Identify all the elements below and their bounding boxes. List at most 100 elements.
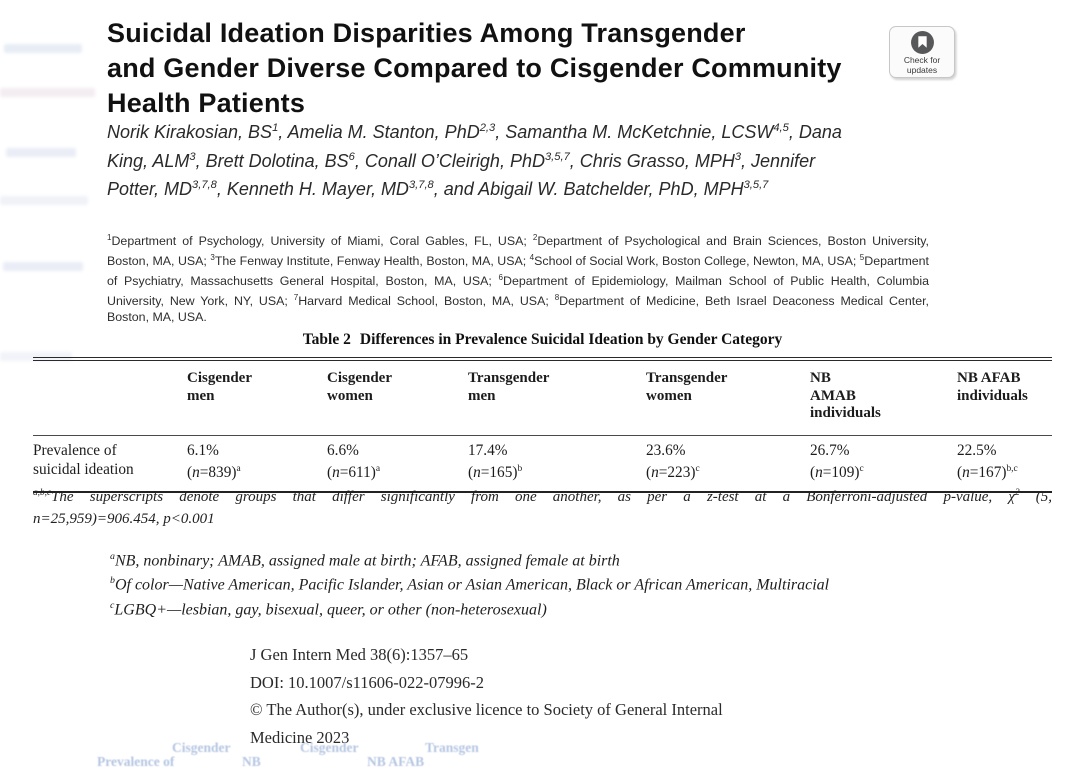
bleedthrough-smudge bbox=[0, 196, 88, 205]
n-symbol: n bbox=[815, 463, 823, 481]
footnote-text: NB, nonbinary; AMAB, assigned male at bi… bbox=[114, 552, 620, 570]
affiliation-text: Department of Psychology, University of … bbox=[111, 234, 533, 249]
cell-sup: c bbox=[695, 463, 700, 474]
table-header-row: Cisgender men Cisgender women Transgender men… bbox=[33, 361, 1052, 435]
column-header: Cisgender men bbox=[187, 361, 327, 435]
check-for-updates-badge[interactable]: Check for updates bbox=[889, 26, 955, 78]
n-symbol: n bbox=[473, 463, 481, 481]
footnote-sup: c bbox=[110, 599, 115, 611]
footnote-item: cLGBQ+—lesbian, gay, bisexual, queer, or… bbox=[110, 596, 829, 620]
author-affil-sup: 4,5 bbox=[773, 122, 789, 134]
affiliation-sup: 5 bbox=[859, 252, 865, 262]
bleed-fragment: Cisgender bbox=[172, 740, 231, 755]
n-value: =165) bbox=[480, 463, 518, 481]
table-caption: Table 2 Differences in Prevalence Suicida… bbox=[33, 331, 1052, 349]
n-value: =109) bbox=[822, 463, 860, 481]
column-header: Cisgender women bbox=[327, 361, 468, 435]
data-cell: 6.6% (n=611)a bbox=[327, 436, 468, 491]
author-segment: , Jennifer Potter, MD bbox=[107, 150, 816, 200]
footnote-definitions: aNB, nonbinary; AMAB, assigned male at b… bbox=[110, 547, 829, 620]
bleedthrough-smudge bbox=[0, 352, 72, 361]
author-segment: , Kenneth H. Mayer, MD bbox=[216, 179, 409, 199]
affiliation-sup: 4 bbox=[529, 252, 535, 262]
table-2: Cisgender men Cisgender women Transgender men… bbox=[33, 357, 1052, 493]
column-header-line: NB AFAB bbox=[957, 370, 1021, 386]
badge-label-line1: Check for bbox=[903, 55, 941, 65]
column-header-line: Cisgender bbox=[187, 370, 252, 386]
row-label: Prevalence of suicidal ideation bbox=[33, 436, 187, 491]
bleedthrough-smudge bbox=[4, 44, 82, 53]
author-segment: , Samantha M. McKetchnie, LCSW bbox=[495, 122, 774, 142]
cell-n: (n=165)b bbox=[468, 460, 638, 482]
bleed-fragment: NB AFAB bbox=[367, 754, 425, 768]
table-note-body: The superscripts denote groups that diff… bbox=[51, 489, 1015, 505]
footnote-sup: b bbox=[110, 575, 115, 587]
author-affil-sup: 2,3 bbox=[479, 122, 496, 134]
affiliation-text: Department of Epidemiology, Mailman Scho… bbox=[107, 273, 929, 308]
author-segment: , and Abigail W. Batchelder, PhD, MPH bbox=[433, 179, 744, 199]
column-header-line: women bbox=[327, 387, 373, 404]
paren-open: ( bbox=[468, 463, 474, 481]
author-segment: , Amelia M. Stanton, PhD bbox=[278, 122, 480, 142]
citation-line: © The Author(s), under exclusive licence… bbox=[250, 700, 723, 719]
table-mid-rule bbox=[33, 434, 1052, 436]
data-cell: 17.4% (n=165)b bbox=[468, 436, 646, 491]
table-note-line1: a,b,cThe superscripts denote groups that… bbox=[33, 483, 1052, 509]
author-segment: , Brett Dolotina, BS bbox=[195, 150, 349, 171]
cell-n: (n=223)c bbox=[646, 460, 802, 482]
paren-open: ( bbox=[957, 463, 963, 481]
cell-percent: 22.5% bbox=[957, 441, 997, 459]
table-data-row: Prevalence of suicidal ideation 6.1% (n=839… bbox=[33, 436, 1052, 491]
cell-percent: 23.6% bbox=[646, 441, 686, 459]
footnote-item: bOf color—Native American, Pacific Islan… bbox=[110, 571, 829, 595]
footnote-item: aNB, nonbinary; AMAB, assigned male at b… bbox=[110, 547, 829, 571]
author-affil-sup: 3,7,8 bbox=[408, 179, 434, 191]
paren-open: ( bbox=[810, 463, 816, 481]
paren-open: ( bbox=[646, 463, 652, 481]
author-affil-sup: 6 bbox=[348, 150, 355, 163]
author-affil-sup: 3 bbox=[189, 150, 196, 163]
affiliation-text: School of Social Work, Boston College, N… bbox=[534, 254, 860, 269]
table-caption-label: Table 2 bbox=[302, 331, 351, 348]
citation-line: J Gen Intern Med 38(6):1357–65 bbox=[250, 645, 469, 664]
affiliation-sup: 7 bbox=[293, 292, 299, 302]
title-line: Health Patients bbox=[107, 88, 306, 118]
paren-open: ( bbox=[327, 463, 333, 481]
cell-sup: a bbox=[375, 463, 381, 474]
cell-sup: a bbox=[236, 463, 241, 474]
paren-open: ( bbox=[187, 463, 193, 481]
bleed-fragment: Prevalence of bbox=[97, 754, 175, 768]
cell-percent: 6.6% bbox=[327, 441, 359, 459]
affiliation-text: The Fenway Institute, Fenway Health, Bos… bbox=[214, 254, 530, 269]
data-cell: 23.6% (n=223)c bbox=[646, 436, 810, 491]
affiliation-text: Harvard Medical School, Boston, MA, USA; bbox=[298, 293, 555, 308]
column-header-line: individuals bbox=[957, 387, 1028, 404]
chi-squared-sup: 2 bbox=[1014, 488, 1020, 498]
bleed-fragment: Cisgender bbox=[300, 740, 359, 755]
affiliation-sup: 1 bbox=[107, 233, 112, 242]
bleedthrough-smudge bbox=[0, 88, 95, 97]
author-segment: , Chris Grasso, MPH bbox=[569, 150, 735, 171]
n-value: =223) bbox=[658, 463, 696, 481]
bleed-fragment: NB bbox=[242, 754, 261, 768]
citation-line: DOI: 10.1007/s11606-022-07996-2 bbox=[250, 672, 485, 692]
footnote-text: LGBQ+—lesbian, gay, bisexual, queer, or … bbox=[114, 600, 547, 618]
affiliation-text: Department of Psychiatry, Massachusetts … bbox=[107, 254, 930, 288]
affiliation-sup: 2 bbox=[532, 233, 538, 242]
column-header-line: men bbox=[187, 387, 215, 404]
badge-label-line2: updates bbox=[906, 64, 938, 75]
column-header-line: Transgender bbox=[646, 370, 728, 386]
author-segment: , Dana King, ALM bbox=[107, 122, 842, 171]
column-header: Transgender men bbox=[468, 361, 646, 435]
author-affil-sup: 1 bbox=[272, 122, 279, 134]
column-header: NB AMAB individuals bbox=[810, 361, 957, 435]
data-cell: 6.1% (n=839)a bbox=[187, 436, 327, 491]
n-value: =839) bbox=[199, 463, 237, 481]
affiliation-sup: 8 bbox=[554, 292, 560, 302]
bleedthrough-smudge bbox=[6, 148, 76, 157]
footnote-text: Of color—Native American, Pacific Island… bbox=[114, 576, 830, 594]
header-stub-cell bbox=[33, 361, 187, 435]
table-bottom-rule bbox=[33, 490, 1052, 493]
table-note-tail: (5, bbox=[1019, 489, 1052, 505]
cell-sup: b bbox=[517, 463, 523, 474]
